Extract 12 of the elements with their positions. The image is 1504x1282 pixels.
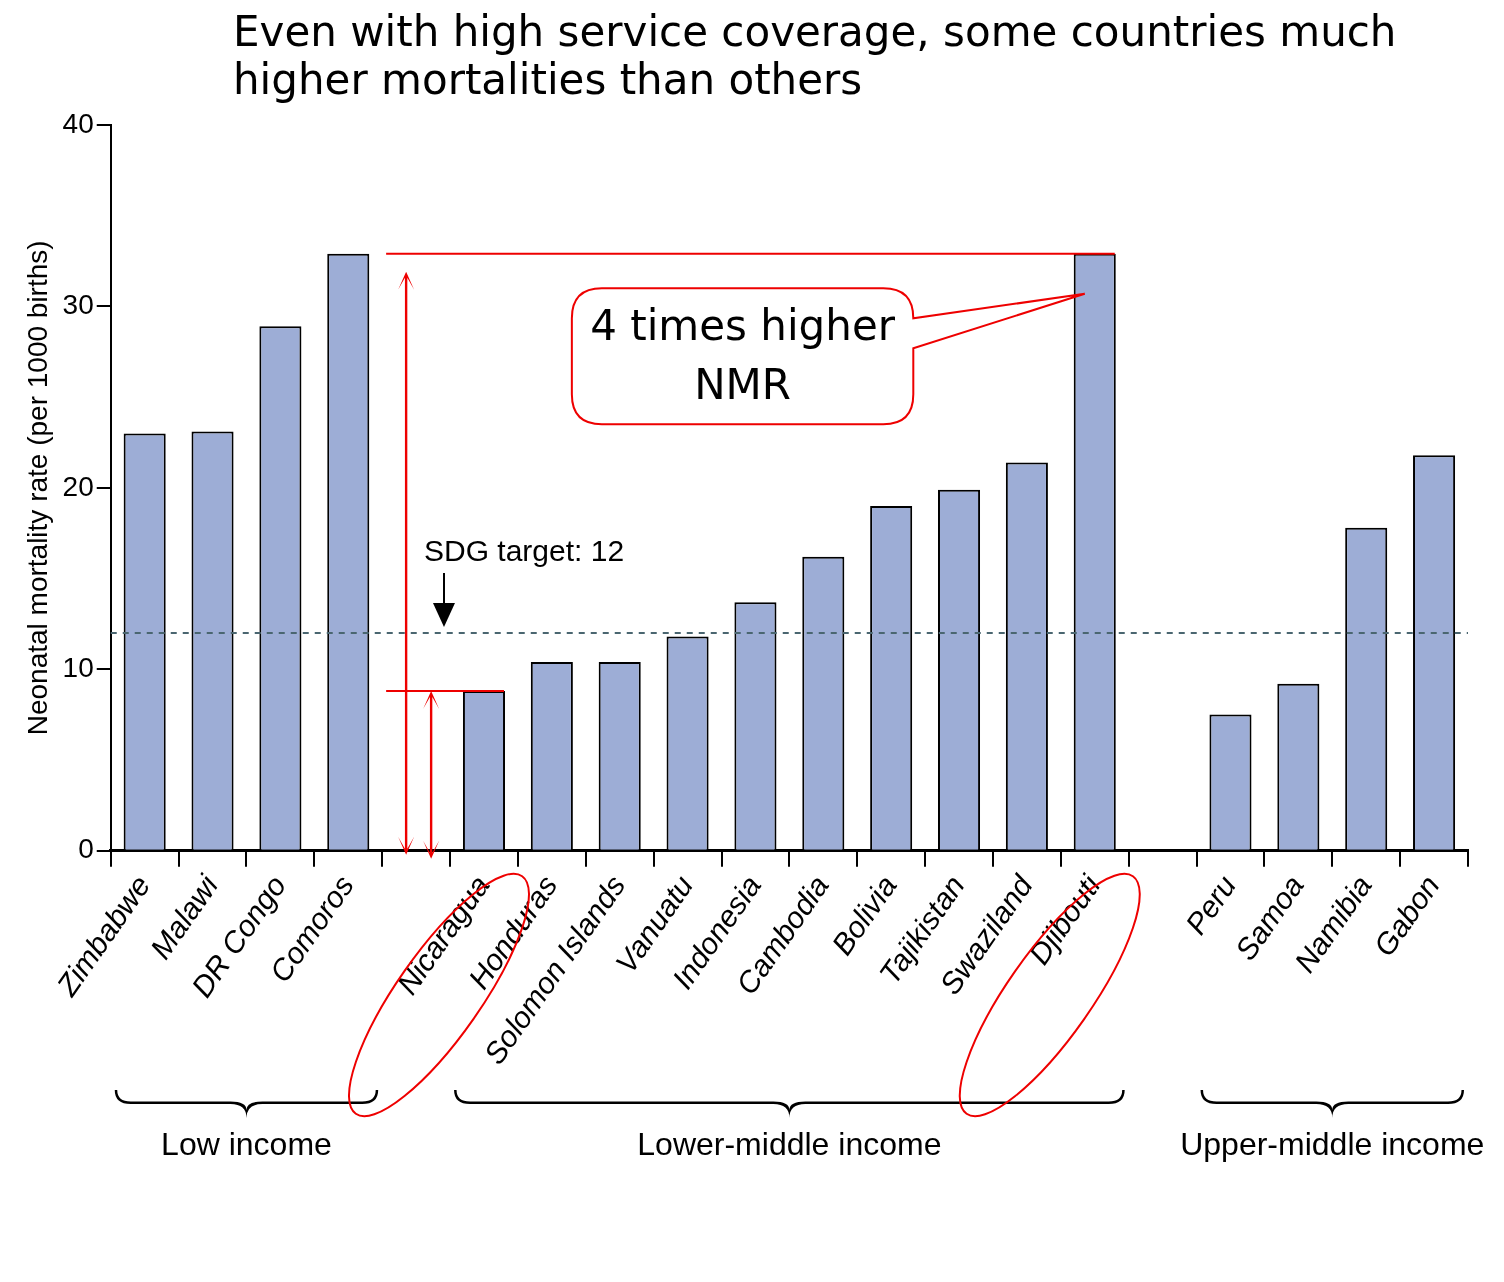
y-axis-title: Neonatal mortality rate (per 1000 births): [21, 239, 53, 735]
y-tick-label: 40: [62, 107, 94, 139]
y-tick-label: 10: [62, 651, 94, 683]
ref-line-label: SDG target: 12: [423, 533, 625, 567]
chart-title: Even with high service coverage, some countries much higher mortalities than others: [233, 7, 1398, 105]
y-tick-label: 20: [62, 470, 94, 502]
text: Upper-middle income: [1179, 1125, 1486, 1163]
annotation: 4 times higher NMR: [589, 300, 896, 411]
y-tick-label: 0: [78, 832, 94, 864]
y-tick-label: 30: [62, 288, 94, 320]
text: Low income: [160, 1125, 333, 1163]
text: Lower-middle income: [636, 1125, 943, 1163]
